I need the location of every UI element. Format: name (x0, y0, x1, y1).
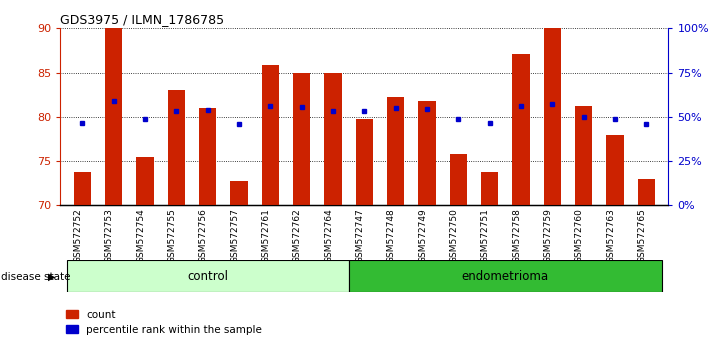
Text: ▶: ▶ (48, 272, 55, 282)
Text: GSM572757: GSM572757 (230, 208, 239, 263)
Text: GSM572753: GSM572753 (105, 208, 114, 263)
Bar (575, 106, 592, 205)
Text: GSM572761: GSM572761 (262, 208, 270, 263)
Bar (348, 260, 662, 292)
Bar (324, 73, 342, 205)
Text: GSM572764: GSM572764 (324, 208, 333, 263)
Bar (230, 181, 247, 205)
Bar (199, 108, 216, 205)
Text: GSM572752: GSM572752 (73, 208, 82, 263)
Bar (74, 172, 91, 205)
Bar (606, 135, 624, 205)
Bar (105, 28, 122, 205)
Bar (137, 156, 154, 205)
Text: GSM572750: GSM572750 (449, 208, 459, 263)
Text: endometrioma: endometrioma (462, 270, 549, 282)
Text: control: control (187, 270, 228, 282)
Text: GSM572763: GSM572763 (606, 208, 615, 263)
Bar (262, 65, 279, 205)
Bar (168, 90, 185, 205)
Bar (638, 179, 655, 205)
Text: GSM572749: GSM572749 (418, 208, 427, 263)
Bar (481, 172, 498, 205)
Text: disease state: disease state (1, 272, 70, 282)
Bar (293, 73, 310, 205)
Text: GSM572754: GSM572754 (136, 208, 145, 263)
Bar (513, 54, 530, 205)
Bar (387, 97, 405, 205)
Text: GSM572758: GSM572758 (512, 208, 521, 263)
Bar (419, 101, 436, 205)
Text: GSM572748: GSM572748 (387, 208, 396, 263)
Text: GSM572747: GSM572747 (356, 208, 365, 263)
Text: GSM572762: GSM572762 (293, 208, 301, 263)
Bar (67, 260, 348, 292)
Text: GSM572756: GSM572756 (198, 208, 208, 263)
Legend: count, percentile rank within the sample: count, percentile rank within the sample (65, 310, 262, 335)
Bar (356, 119, 373, 205)
Text: GSM572755: GSM572755 (167, 208, 176, 263)
Text: GSM572760: GSM572760 (574, 208, 584, 263)
Text: GDS3975 / ILMN_1786785: GDS3975 / ILMN_1786785 (60, 13, 225, 26)
Text: GSM572765: GSM572765 (637, 208, 646, 263)
Text: GSM572751: GSM572751 (481, 208, 490, 263)
Bar (544, 28, 561, 205)
Bar (450, 154, 467, 205)
Text: GSM572759: GSM572759 (543, 208, 552, 263)
